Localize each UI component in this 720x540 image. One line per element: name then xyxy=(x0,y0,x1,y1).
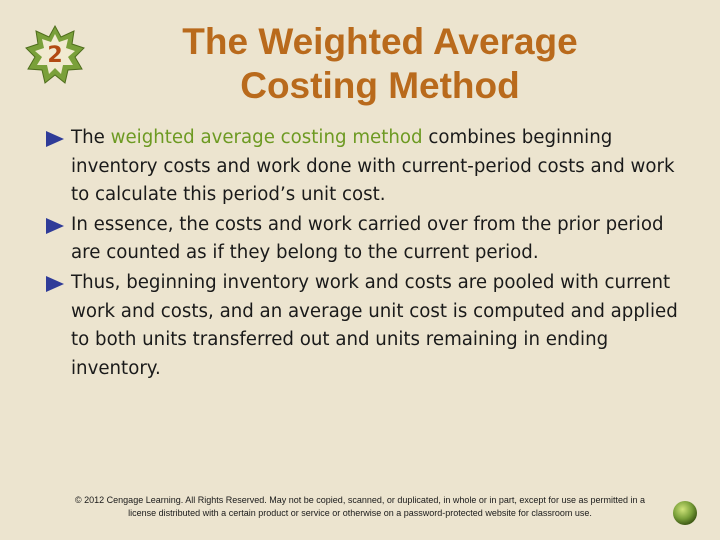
bullet-1-text-pre: The xyxy=(71,127,111,148)
bullet-1-highlight: weighted average costing method xyxy=(110,127,423,148)
starburst-badge-icon xyxy=(25,24,85,84)
slide-title-line-2: Costing Method xyxy=(240,65,520,106)
copyright-notice: © 2012 Cengage Learning. All Rights Rese… xyxy=(30,494,690,520)
triangle-bullet-icon xyxy=(46,217,64,234)
slide-number-badge: 2 xyxy=(24,24,86,86)
copyright-line-1: © 2012 Cengage Learning. All Rights Rese… xyxy=(75,495,645,505)
bullet-item-1: The weighted average costing method comb… xyxy=(46,124,686,210)
green-ball-icon xyxy=(672,500,698,526)
copyright-line-2: license distributed with a certain produ… xyxy=(128,508,592,518)
bullet-2-text: In essence, the costs and work carried o… xyxy=(71,213,664,264)
slide-title: The Weighted Average Costing Method xyxy=(140,20,620,108)
bullet-3-text: Thus, beginning inventory work and costs… xyxy=(71,271,678,379)
bullet-item-3: Thus, beginning inventory work and costs… xyxy=(46,269,686,383)
bullet-item-2: In essence, the costs and work carried o… xyxy=(46,211,686,268)
triangle-bullet-icon xyxy=(46,131,64,147)
slide-number: 2 xyxy=(47,42,63,68)
bullet-1-text-post: combines beginning inventory costs and w… xyxy=(71,127,675,206)
triangle-bullet-icon xyxy=(46,275,64,292)
bullet-list: The weighted average costing method comb… xyxy=(46,124,686,384)
slide-title-line-1: The Weighted Average xyxy=(182,21,578,62)
